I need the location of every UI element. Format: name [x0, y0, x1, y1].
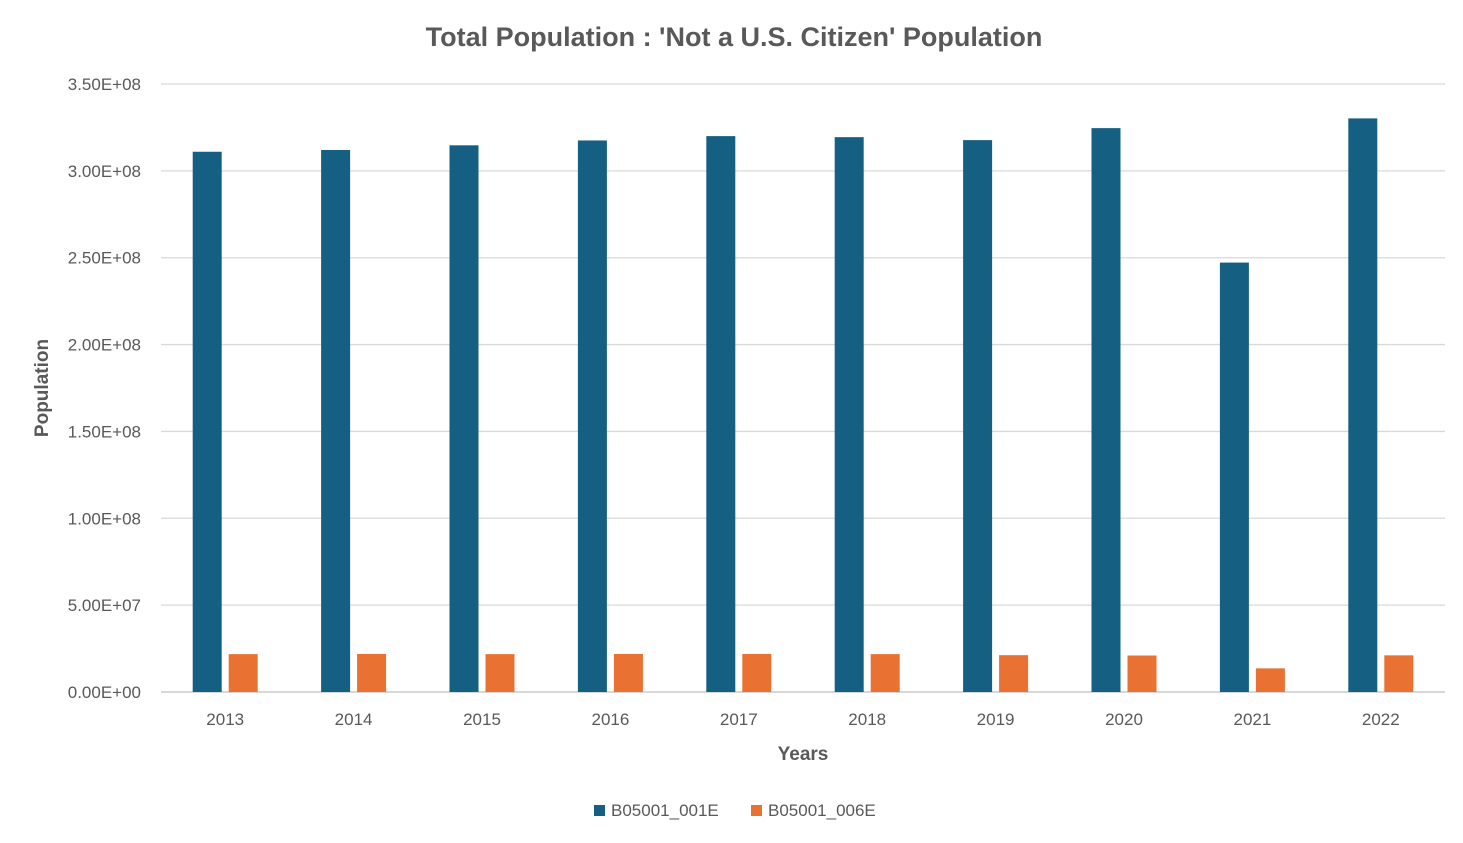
x-tick-label: 2022 — [1362, 710, 1400, 729]
y-tick-label: 1.50E+08 — [68, 422, 141, 441]
y-tick-label: 5.00E+07 — [68, 596, 141, 615]
x-tick-label: 2013 — [206, 710, 244, 729]
bar-B05001_001E-2021 — [1219, 262, 1249, 692]
legend-swatch-B05001_001E — [594, 805, 605, 816]
bar-B05001_001E-2016 — [577, 140, 607, 692]
bar-B05001_001E-2020 — [1091, 128, 1121, 693]
legend-label-B05001_006E: B05001_006E — [768, 801, 876, 820]
bar-B05001_001E-2014 — [321, 150, 351, 693]
legend-label-B05001_001E: B05001_001E — [611, 801, 719, 820]
bar-B05001_006E-2017 — [742, 653, 772, 692]
y-axis-tick-labels: 0.00E+00 5.00E+07 1.00E+08 1.50E+08 2.00E+08… — [68, 75, 141, 702]
bar-B05001_006E-2021 — [1255, 668, 1285, 692]
legend: B05001_001E B05001_006E — [594, 801, 876, 820]
y-axis-title: Population — [32, 339, 53, 437]
bar-B05001_006E-2022 — [1384, 655, 1414, 692]
y-tick-label: 2.00E+08 — [68, 336, 141, 355]
bar-B05001_001E-2019 — [963, 140, 993, 692]
bar-B05001_006E-2013 — [228, 654, 258, 692]
bars — [192, 118, 1414, 693]
bar-B05001_006E-2018 — [870, 654, 900, 692]
bar-B05001_006E-2014 — [357, 653, 387, 692]
y-tick-label: 1.00E+08 — [68, 509, 141, 528]
y-tick-label: 0.00E+00 — [68, 683, 141, 702]
bar-B05001_006E-2019 — [999, 655, 1029, 692]
x-tick-label: 2020 — [1105, 710, 1143, 729]
x-tick-label: 2014 — [335, 710, 373, 729]
x-tick-label: 2021 — [1233, 710, 1271, 729]
bar-B05001_001E-2013 — [192, 151, 222, 693]
bar-B05001_001E-2018 — [834, 137, 864, 693]
x-tick-label: 2018 — [848, 710, 886, 729]
bar-B05001_001E-2017 — [706, 136, 736, 693]
y-tick-label: 2.50E+08 — [68, 249, 141, 268]
bar-B05001_001E-2015 — [449, 145, 479, 692]
x-tick-label: 2015 — [463, 710, 501, 729]
gridlines — [161, 83, 1445, 693]
x-axis-title: Years — [778, 744, 829, 765]
y-tick-label: 3.50E+08 — [68, 75, 141, 94]
chart-title: Total Population : 'Not a U.S. Citizen' … — [426, 22, 1043, 52]
x-tick-label: 2017 — [720, 710, 758, 729]
bar-B05001_006E-2016 — [613, 653, 643, 692]
x-tick-label: 2019 — [977, 710, 1015, 729]
legend-swatch-B05001_006E — [751, 805, 762, 816]
bar-B05001_006E-2015 — [485, 654, 515, 692]
x-axis-tick-labels: 2013 2014 2015 2016 2017 2018 2019 2020 2021 2022 — [206, 710, 1399, 729]
y-tick-label: 3.00E+08 — [68, 162, 141, 181]
x-tick-label: 2016 — [591, 710, 629, 729]
bar-B05001_006E-2020 — [1127, 655, 1157, 692]
bar-B05001_001E-2022 — [1348, 118, 1378, 692]
